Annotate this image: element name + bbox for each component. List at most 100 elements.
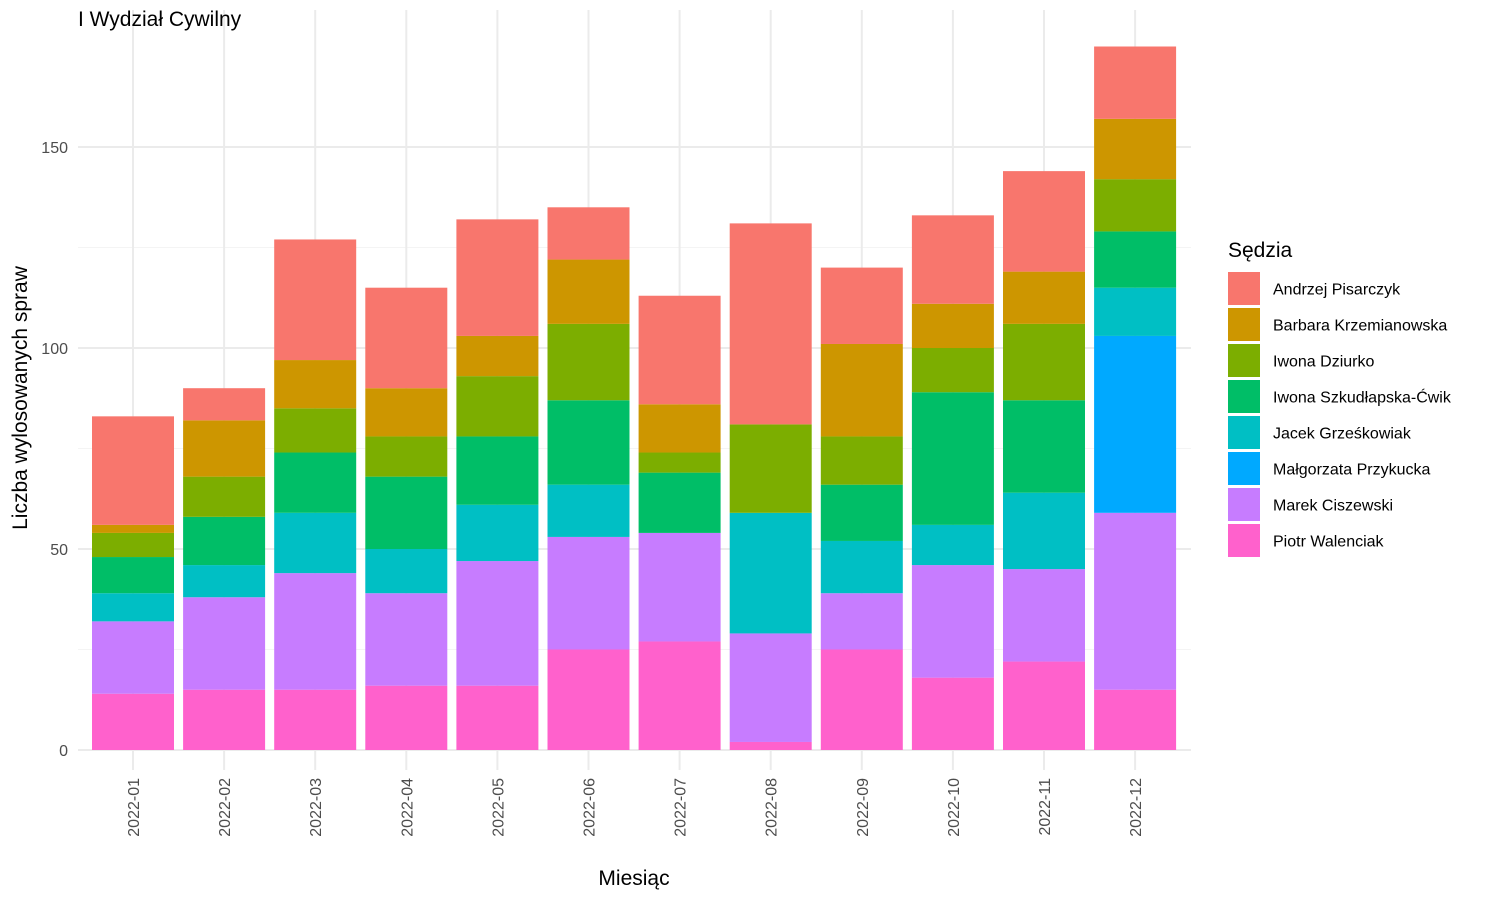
bar-segment [183,420,266,477]
x-tick-label: 2022-06 [582,778,599,837]
bar-segment [820,343,903,437]
bar-segment [274,408,357,453]
x-tick-label: 2022-03 [308,778,325,837]
x-axis-ticks: 2022-01 2022-02 2022-03 2022-04 2022-05 2022-… [126,778,1145,837]
bar-segment [365,685,448,750]
bar-segment [1094,46,1177,119]
bar-segment [365,436,448,477]
x-tick-label: 2022-02 [217,778,234,837]
bar-segment [92,593,174,622]
bar-segment [638,404,721,453]
bar-segment [274,239,357,361]
bar-segment [729,512,812,634]
bar-segment [729,223,812,425]
bar-segment [547,259,630,324]
bar-segment [456,561,539,686]
bar-segment [183,689,266,750]
x-axis-title: Miesiąc [598,867,669,890]
legend-label: Piotr Walenciak [1273,534,1385,551]
legend-label: Iwona Szkudłapska-Ćwik [1273,388,1452,407]
bar-segment [1094,512,1177,690]
y-tick-label: 0 [59,743,68,760]
legend-title: Sędzia [1228,239,1293,262]
bar-segment [820,436,903,485]
bar-segment [365,287,448,389]
bar-segment [92,524,174,533]
bar-segment [456,436,539,505]
legend-label: Marek Ciszewski [1273,498,1393,515]
x-tick-label: 2022-01 [126,778,143,837]
bar-segment [456,335,539,377]
bar-segment [729,424,812,513]
bar-segment [274,360,357,409]
legend-label: Andrzej Pisarczyk [1273,282,1401,299]
bar-segment [92,693,174,750]
bar-segment [638,472,721,533]
bar-segment [911,392,994,525]
legend-key [1228,452,1260,485]
bar-segment [274,512,357,574]
bar-segment [820,540,903,594]
bar-segment [183,476,266,517]
bar-segment [1003,400,1085,493]
legend-label: Iwona Dziurko [1273,354,1374,371]
chart-title: I Wydział Cywilny [78,8,242,31]
x-tick-label: 2022-04 [399,778,416,837]
bar-segment [1094,231,1177,288]
bar-segment [820,484,903,541]
bar-segment [911,215,994,304]
bar-segment [1094,118,1177,180]
bar-segment [365,476,448,549]
y-axis-title: Liczba wylosowanych spraw [9,265,32,530]
x-tick-label: 2022-11 [1037,778,1054,836]
legend-key [1228,380,1260,413]
x-tick-label: 2022-07 [673,778,690,837]
bar-segment [183,565,266,598]
bar-segment [638,452,721,473]
bar-segment [1003,492,1085,570]
bar-segment [547,536,630,650]
legend-label: Barbara Krzemianowska [1273,318,1447,335]
bar-segment [1003,323,1085,401]
x-tick-label: 2022-12 [1128,778,1145,837]
bar-segment [274,452,357,513]
bar-segment [1003,661,1085,750]
bars [92,46,1177,750]
bar-segment [92,557,174,594]
y-tick-label: 50 [50,542,68,559]
bar-segment [1003,271,1085,324]
y-tick-label: 100 [41,341,68,358]
bar-segment [638,295,721,405]
bar-segment [183,388,266,421]
bar-segment [365,593,448,686]
bar-segment [729,633,812,742]
bar-segment [183,516,266,566]
bar-segment [365,388,448,437]
bar-segment [820,267,903,344]
bar-segment [729,741,812,750]
bar-segment [1094,179,1177,232]
bar-segment [820,649,903,750]
x-tick-label: 2022-10 [946,778,963,837]
bar-segment [456,376,539,437]
legend-label: Małgorzata Przykucka [1273,462,1430,479]
bar-segment [547,484,630,537]
bar-segment [1094,287,1177,336]
bar-segment [456,219,539,336]
bar-segment [456,685,539,750]
bar-segment [92,416,174,525]
bar-segment [638,641,721,750]
bar-segment [365,549,448,594]
bar-segment [1003,171,1085,272]
bar-segment [456,504,539,562]
bar-segment [911,524,994,566]
y-axis-ticks: 0 50 100 150 [41,140,68,760]
bar-segment [1094,689,1177,750]
bar-segment [638,532,721,642]
bar-segment [274,573,357,690]
bar-segment [92,532,174,558]
bar-segment [183,597,266,690]
bar-segment [274,689,357,750]
